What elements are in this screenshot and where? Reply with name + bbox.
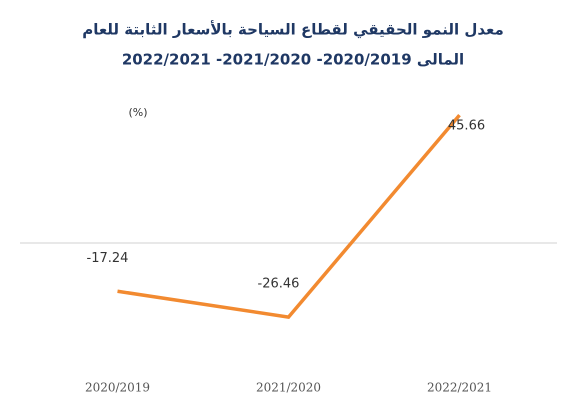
y-axis-label: (%) (128, 106, 147, 119)
chart-subtitle: المالى 2020/2019- 2021/2020- 2022/2021 (122, 51, 464, 69)
x-tick-label: 2021/2020 (256, 381, 321, 395)
chart-title: معدل النمو الحقيقي لقطاع السياحة بالأسعا… (82, 21, 504, 39)
data-line (117, 114, 461, 319)
data-label: 45.66 (448, 119, 485, 134)
data-label: -26.46 (258, 277, 300, 292)
x-tick-label: 2020/2019 (85, 381, 150, 395)
x-tick-label: 2022/2021 (427, 381, 492, 395)
data-label: -17.24 (87, 251, 129, 266)
